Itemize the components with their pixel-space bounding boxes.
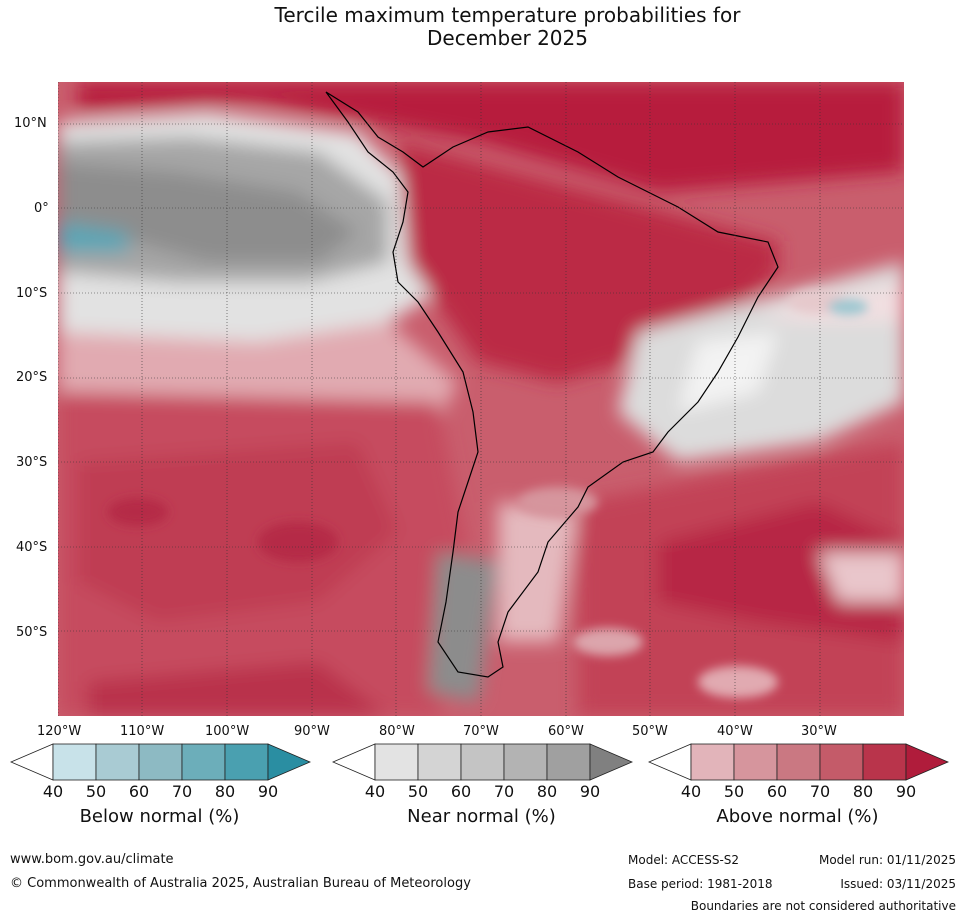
probability-field xyxy=(58,82,904,716)
footer-issued: Issued: 03/11/2025 xyxy=(840,877,956,891)
lat-label-10n: 10°N xyxy=(14,116,47,131)
colorbar-tick: 40 xyxy=(42,782,64,801)
lat-label-50s: 50°S xyxy=(16,625,48,640)
colorbar-swatch xyxy=(95,743,140,781)
colorbar-swatch-high xyxy=(267,743,311,781)
colorbar-swatch-high xyxy=(589,743,633,781)
colorbar-swatch xyxy=(819,743,864,781)
lon-label-40w: 40°W xyxy=(717,724,753,739)
footer-copyright: © Commonwealth of Australia 2025, Austra… xyxy=(10,876,471,891)
lat-label-40s: 40°S xyxy=(16,540,48,555)
colorbar-tick: 80 xyxy=(852,782,874,801)
colorbar-tick: 60 xyxy=(128,782,150,801)
colorbar-swatch xyxy=(224,743,269,781)
footer-url[interactable]: www.bom.gov.au/climate xyxy=(10,852,174,867)
colorbar-swatch xyxy=(417,743,462,781)
colorbar-swatch-high xyxy=(905,743,949,781)
title-line-1: Tercile maximum temperature probabilitie… xyxy=(274,3,741,27)
colorbar-swatch xyxy=(52,743,97,781)
colorbar-swatch-low xyxy=(10,743,54,781)
colorbar-tick: 40 xyxy=(364,782,386,801)
colorbar-tick: 60 xyxy=(450,782,472,801)
colorbar-swatch-low xyxy=(648,743,692,781)
colorbar-swatch xyxy=(776,743,821,781)
title-line-2: December 2025 xyxy=(427,26,588,50)
colorbar-swatch xyxy=(862,743,907,781)
colorbar-swatch xyxy=(374,743,419,781)
lon-label-90w: 90°W xyxy=(294,724,330,739)
south-america-coastline xyxy=(325,91,779,678)
probability-detail xyxy=(108,290,868,698)
footer-model-run: Model run: 01/11/2025 xyxy=(818,853,956,867)
colorbar-swatch xyxy=(460,743,505,781)
colorbar-swatch xyxy=(181,743,226,781)
colorbar-title-above: Above normal (%) xyxy=(716,806,879,827)
lon-label-50w: 50°W xyxy=(632,724,668,739)
colorbar-tick: 40 xyxy=(680,782,702,801)
colorbar-swatch xyxy=(733,743,778,781)
colorbar-tick: 70 xyxy=(171,782,193,801)
colorbar-swatch-low xyxy=(332,743,376,781)
colorbar-above xyxy=(648,743,949,781)
lat-label-10s: 10°S xyxy=(16,286,48,301)
colorbar-tick: 90 xyxy=(895,782,917,801)
colorbar-near xyxy=(332,743,633,781)
lat-label-20s: 20°S xyxy=(16,370,48,385)
footer-model: Model: ACCESS-S2 xyxy=(628,853,740,867)
colorbar-tick: 90 xyxy=(579,782,601,801)
colorbar-swatch xyxy=(546,743,591,781)
colorbar-tick: 50 xyxy=(723,782,745,801)
colorbar-tick: 70 xyxy=(493,782,515,801)
footer-disclaimer: Boundaries are not considered authoritat… xyxy=(690,899,956,913)
lon-label-120w: 120°W xyxy=(37,724,82,739)
lon-label-110w: 110°W xyxy=(120,724,165,739)
lon-label-60w: 60°W xyxy=(548,724,584,739)
colorbar-tick: 50 xyxy=(407,782,429,801)
lon-label-80w: 80°W xyxy=(379,724,415,739)
graticule xyxy=(58,82,904,716)
footer-base-period: Base period: 1981-2018 xyxy=(628,877,773,891)
lat-label-30s: 30°S xyxy=(16,455,48,470)
lon-label-30w: 30°W xyxy=(801,724,837,739)
colorbar-tick: 50 xyxy=(85,782,107,801)
colorbar-tick: 80 xyxy=(214,782,236,801)
colorbar-below xyxy=(10,743,311,781)
lat-label-0: 0° xyxy=(34,201,49,216)
map-canvas xyxy=(58,82,904,716)
colorbar-title-near: Near normal (%) xyxy=(407,806,556,827)
colorbar-title-below: Below normal (%) xyxy=(79,806,240,827)
colorbar-swatch xyxy=(690,743,735,781)
chart-title: Tercile maximum temperature probabilitie… xyxy=(0,4,965,50)
colorbar-swatch xyxy=(503,743,548,781)
lon-label-70w: 70°W xyxy=(463,724,499,739)
colorbar-tick: 60 xyxy=(766,782,788,801)
colorbar-tick: 80 xyxy=(536,782,558,801)
colorbar-tick: 70 xyxy=(809,782,831,801)
probability-map[interactable] xyxy=(58,82,904,716)
lon-label-100w: 100°W xyxy=(205,724,250,739)
colorbar-swatch xyxy=(138,743,183,781)
colorbar-tick: 90 xyxy=(257,782,279,801)
